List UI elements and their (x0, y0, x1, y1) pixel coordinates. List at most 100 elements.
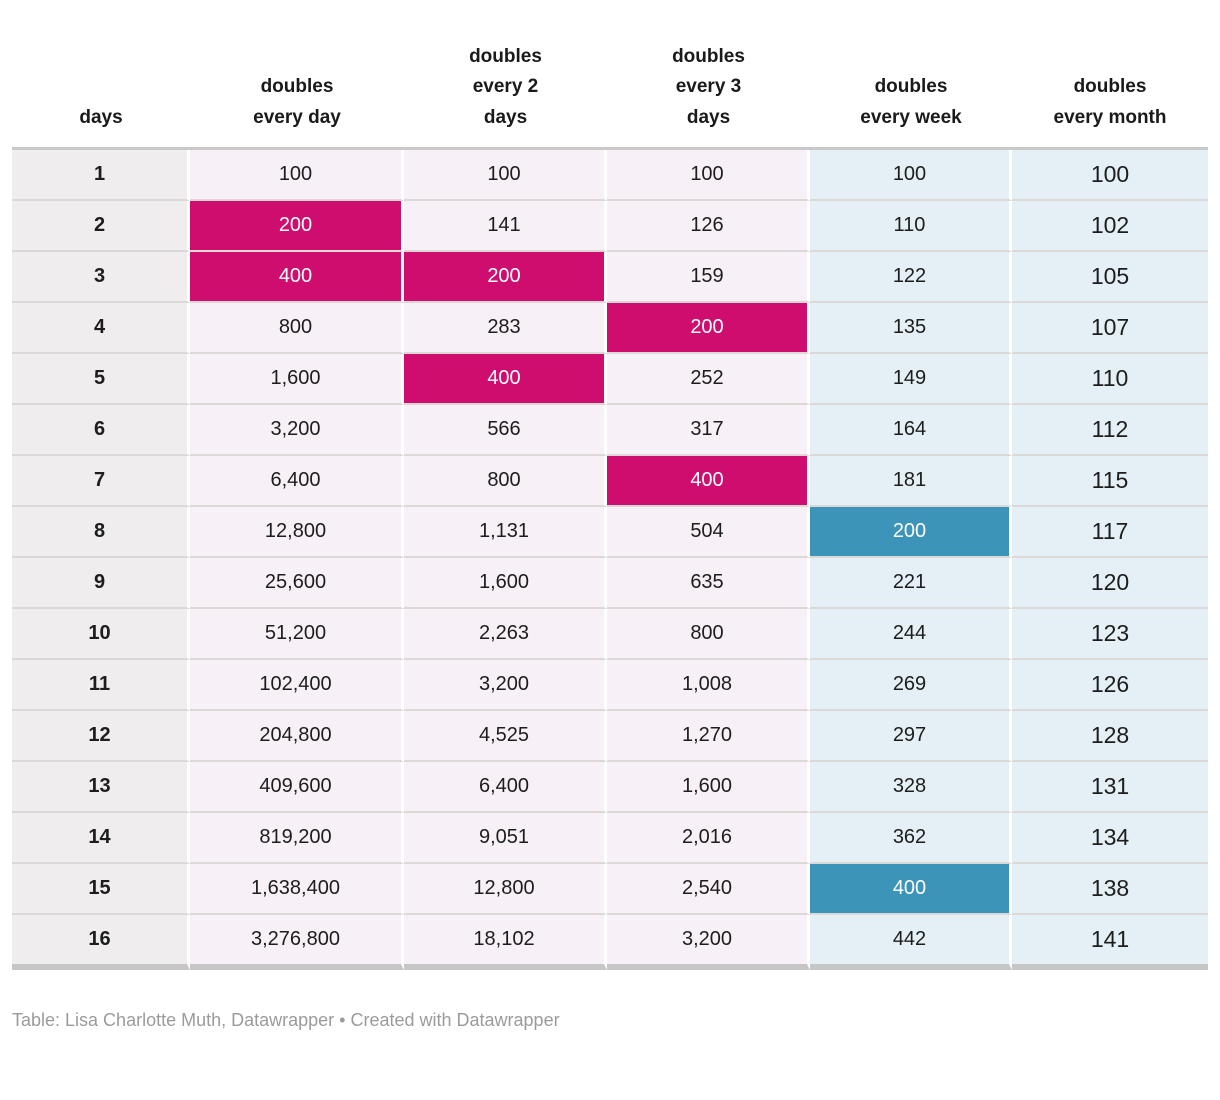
cell-days: 4 (12, 303, 190, 355)
cell-value: 105 (1012, 252, 1208, 304)
table-row: 11 102,400 3,200 1,008 269 126 (12, 660, 1208, 712)
cell-value: 128 (1012, 711, 1208, 763)
cell-days: 16 (12, 915, 190, 971)
cell-days: 9 (12, 558, 190, 610)
cell-value: 134 (1012, 813, 1208, 865)
cell-value: 442 (810, 915, 1012, 971)
cell-value: 131 (1012, 762, 1208, 814)
cell-highlight-magenta: 400 (607, 456, 810, 508)
cell-value: 2,540 (607, 864, 810, 916)
cell-highlight-magenta: 200 (607, 303, 810, 355)
cell-value: 2,263 (404, 609, 607, 661)
cell-value: 115 (1012, 456, 1208, 508)
cell-value: 112 (1012, 405, 1208, 457)
cell-value: 123 (1012, 609, 1208, 661)
table-row: 7 6,400 800 400 181 115 (12, 456, 1208, 508)
cell-value: 1,638,400 (190, 864, 404, 916)
cell-value: 4,525 (404, 711, 607, 763)
cell-value: 6,400 (404, 762, 607, 814)
cell-value: 164 (810, 405, 1012, 457)
cell-days: 13 (12, 762, 190, 814)
table-row: 14 819,200 9,051 2,016 362 134 (12, 813, 1208, 865)
cell-value: 819,200 (190, 813, 404, 865)
cell-value: 117 (1012, 507, 1208, 559)
cell-value: 120 (1012, 558, 1208, 610)
cell-value: 100 (404, 150, 607, 202)
cell-value: 159 (607, 252, 810, 304)
cell-days: 12 (12, 711, 190, 763)
cell-highlight-blue: 200 (810, 507, 1012, 559)
cell-days: 6 (12, 405, 190, 457)
table-row: 2 200 141 126 110 102 (12, 201, 1208, 253)
cell-value: 3,200 (607, 915, 810, 971)
cell-value: 25,600 (190, 558, 404, 610)
cell-value: 3,200 (404, 660, 607, 712)
cell-value: 1,131 (404, 507, 607, 559)
header-row: days doubles every day doubles every 2 d… (12, 0, 1208, 151)
cell-value: 362 (810, 813, 1012, 865)
cell-days: 15 (12, 864, 190, 916)
cell-value: 1,008 (607, 660, 810, 712)
column-header-doubles-every-month: doubles every month (1012, 0, 1208, 151)
cell-days: 3 (12, 252, 190, 304)
cell-value: 149 (810, 354, 1012, 406)
table-row: 13 409,600 6,400 1,600 328 131 (12, 762, 1208, 814)
table-row: 8 12,800 1,131 504 200 117 (12, 507, 1208, 559)
doubling-table: days doubles every day doubles every 2 d… (12, 0, 1208, 971)
cell-value: 221 (810, 558, 1012, 610)
cell-value: 1,600 (404, 558, 607, 610)
cell-value: 800 (607, 609, 810, 661)
cell-value: 107 (1012, 303, 1208, 355)
cell-days: 11 (12, 660, 190, 712)
column-header-doubles-every-3-days: doubles every 3 days (607, 0, 810, 151)
cell-value: 110 (810, 201, 1012, 253)
cell-value: 18,102 (404, 915, 607, 971)
column-header-days: days (12, 0, 190, 151)
cell-highlight-magenta: 400 (190, 252, 404, 304)
cell-value: 269 (810, 660, 1012, 712)
table-row: 16 3,276,800 18,102 3,200 442 141 (12, 915, 1208, 971)
cell-highlight-magenta: 200 (404, 252, 607, 304)
cell-value: 126 (1012, 660, 1208, 712)
cell-value: 100 (810, 150, 1012, 202)
cell-value: 51,200 (190, 609, 404, 661)
cell-value: 204,800 (190, 711, 404, 763)
cell-value: 6,400 (190, 456, 404, 508)
cell-days: 14 (12, 813, 190, 865)
cell-value: 566 (404, 405, 607, 457)
cell-value: 102,400 (190, 660, 404, 712)
cell-value: 252 (607, 354, 810, 406)
cell-value: 635 (607, 558, 810, 610)
cell-value: 409,600 (190, 762, 404, 814)
cell-value: 102 (1012, 201, 1208, 253)
cell-value: 138 (1012, 864, 1208, 916)
table-row: 1 100 100 100 100 100 (12, 150, 1208, 202)
cell-value: 126 (607, 201, 810, 253)
cell-days: 1 (12, 150, 190, 202)
cell-days: 2 (12, 201, 190, 253)
cell-value: 800 (404, 456, 607, 508)
cell-highlight-magenta: 400 (404, 354, 607, 406)
cell-value: 135 (810, 303, 1012, 355)
cell-value: 317 (607, 405, 810, 457)
cell-value: 328 (810, 762, 1012, 814)
cell-days: 8 (12, 507, 190, 559)
cell-value: 141 (404, 201, 607, 253)
cell-value: 12,800 (404, 864, 607, 916)
table-row: 12 204,800 4,525 1,270 297 128 (12, 711, 1208, 763)
cell-value: 2,016 (607, 813, 810, 865)
table-row: 10 51,200 2,263 800 244 123 (12, 609, 1208, 661)
column-header-doubles-every-2-days: doubles every 2 days (404, 0, 607, 151)
cell-value: 122 (810, 252, 1012, 304)
column-header-doubles-every-day: doubles every day (190, 0, 404, 151)
cell-days: 10 (12, 609, 190, 661)
cell-highlight-blue: 400 (810, 864, 1012, 916)
attribution-footer: Table: Lisa Charlotte Muth, Datawrapper … (12, 1010, 560, 1031)
table-row: 15 1,638,400 12,800 2,540 400 138 (12, 864, 1208, 916)
column-header-doubles-every-week: doubles every week (810, 0, 1012, 151)
cell-value: 800 (190, 303, 404, 355)
cell-value: 3,200 (190, 405, 404, 457)
cell-value: 181 (810, 456, 1012, 508)
cell-value: 9,051 (404, 813, 607, 865)
